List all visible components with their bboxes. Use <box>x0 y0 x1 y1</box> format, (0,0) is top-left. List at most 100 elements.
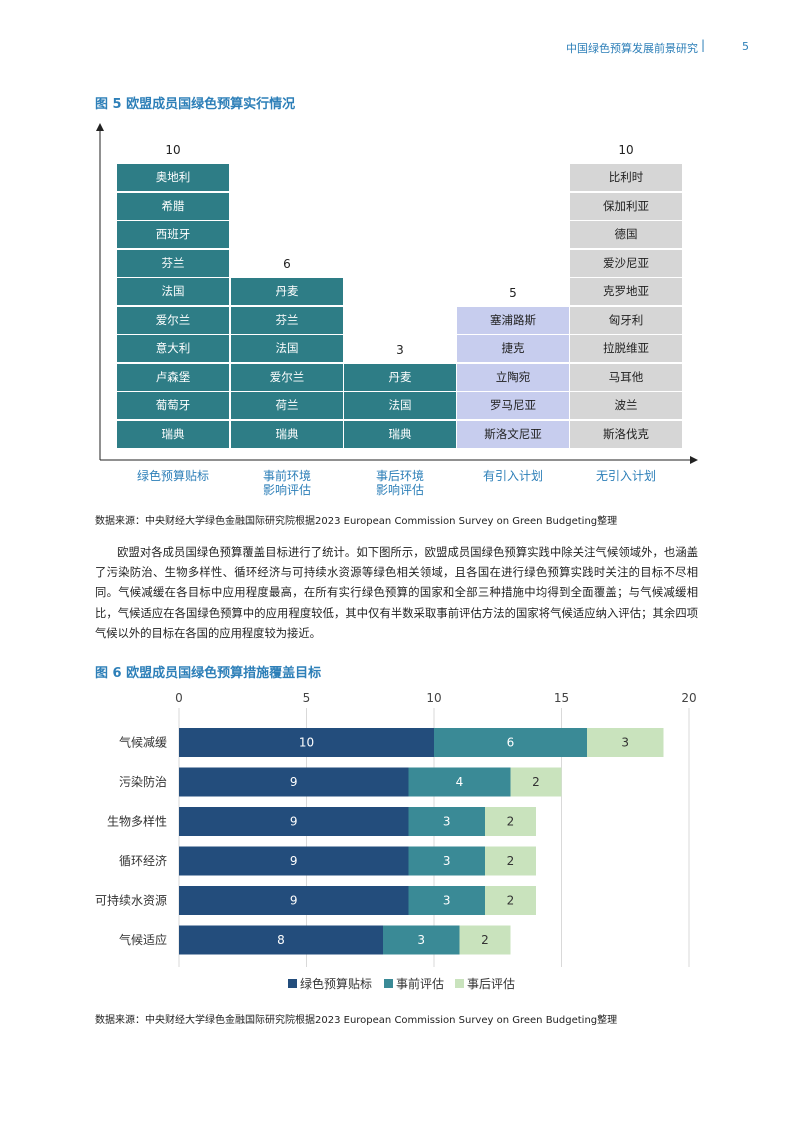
bar-segment <box>408 767 511 797</box>
figure6-chart: 0 5 10 15 20 气候减缓 10 6 3 污染防治 9 4 2 生物多样性 9 3 2 循环经济 9 3 2 可持… <box>95 691 697 967</box>
page-number: 5 <box>742 40 749 53</box>
column-label-line: 绿色预算贴标 <box>136 469 209 483</box>
column-label: 事后环境 影响评估 <box>344 469 456 497</box>
country-cell: 克罗地亚 <box>570 278 682 305</box>
body-paragraph: 欧盟对各成员国绿色预算覆盖目标进行了统计。如下图所示，欧盟成员国绿色预算实践中除… <box>95 543 698 644</box>
data-label: 2 <box>507 894 515 908</box>
legend-swatch <box>455 979 464 988</box>
legend-swatch <box>384 979 393 988</box>
bar-segment <box>434 728 587 757</box>
bar-segment <box>179 925 383 955</box>
country-cell: 德国 <box>570 221 682 248</box>
category-label: 气候减缓 <box>119 735 167 750</box>
data-label: 3 <box>443 815 451 829</box>
body-paragraph-text: 欧盟对各成员国绿色预算覆盖目标进行了统计。如下图所示，欧盟成员国绿色预算实践中除… <box>95 546 698 640</box>
figure6-title: 图 6 欧盟成员国绿色预算措施覆盖目标 <box>95 666 322 681</box>
country-cell: 葡萄牙 <box>117 392 229 419</box>
column-label-line: 有引入计划 <box>482 469 543 483</box>
country-cell: 拉脱维亚 <box>570 335 682 362</box>
bar-segment <box>179 728 434 757</box>
country-cell: 斯洛伐克 <box>570 420 682 448</box>
bar-segment <box>179 846 409 876</box>
country-cell: 罗马尼亚 <box>457 392 569 419</box>
bar-segment <box>179 807 409 836</box>
data-label: 3 <box>621 736 629 750</box>
country-cell: 马耳他 <box>570 363 682 391</box>
bar-segment <box>510 767 562 797</box>
country-cell: 瑞典 <box>344 420 456 448</box>
column-label: 无引入计划 <box>570 469 682 483</box>
country-cell: 芬兰 <box>231 306 343 334</box>
column-count: 5 <box>509 285 517 300</box>
country-cell: 丹麦 <box>344 363 456 391</box>
column-label-line: 事前环境 <box>262 469 311 483</box>
column-label-line: 事后环境 <box>375 469 424 483</box>
x-tick-label: 10 <box>426 691 441 705</box>
country-cell: 爱尔兰 <box>117 306 229 334</box>
bar-segment <box>485 846 536 876</box>
data-label: 9 <box>290 775 298 789</box>
category-label: 气候适应 <box>119 932 167 947</box>
country-cell: 卢森堡 <box>117 363 229 391</box>
category-label: 循环经济 <box>119 853 167 868</box>
column-label-line: 影响评估 <box>375 483 424 497</box>
country-cell: 法国 <box>344 392 456 419</box>
data-label: 4 <box>456 775 464 789</box>
category-label: 可持续水资源 <box>95 893 167 908</box>
column-count: 10 <box>165 143 181 157</box>
country-cell: 丹麦 <box>231 278 343 305</box>
country-cell: 奥地利 <box>117 164 229 191</box>
column-label: 有引入计划 <box>457 469 569 483</box>
running-header-separator: | <box>700 38 705 52</box>
country-cell: 爱尔兰 <box>231 363 343 391</box>
country-cell: 爱沙尼亚 <box>570 249 682 277</box>
bar-segment <box>485 886 536 915</box>
bar-segment <box>408 807 485 836</box>
country-cell: 意大利 <box>117 335 229 362</box>
country-cell: 匈牙利 <box>570 306 682 334</box>
country-cell: 塞浦路斯 <box>457 306 569 334</box>
country-cell: 波兰 <box>570 392 682 419</box>
x-tick-label: 5 <box>303 691 311 705</box>
country-cell: 比利时 <box>570 164 682 191</box>
x-tick-label: 0 <box>175 691 183 705</box>
bar-segment <box>179 886 409 915</box>
bar-segment <box>459 925 511 955</box>
data-label: 9 <box>290 894 298 908</box>
data-label: 2 <box>532 775 540 789</box>
x-tick-label: 15 <box>554 691 569 705</box>
category-label: 污染防治 <box>119 774 167 789</box>
country-cell: 保加利亚 <box>570 192 682 220</box>
column-label: 绿色预算贴标 <box>117 469 229 483</box>
country-cell: 立陶宛 <box>457 363 569 391</box>
figure6-source: 数据来源：中央财经大学绿色金融国际研究院根据2023 European Comm… <box>95 1015 618 1026</box>
legend-item: 事前评估 <box>384 975 444 992</box>
country-cell: 法国 <box>117 278 229 305</box>
bar-segment <box>179 767 409 797</box>
country-cell: 芬兰 <box>117 249 229 277</box>
country-cell: 瑞典 <box>231 420 343 448</box>
country-cell: 捷克 <box>457 335 569 362</box>
figure5-axes <box>96 123 698 464</box>
data-label: 3 <box>443 894 451 908</box>
figure5-diagram: 瑞典 葡萄牙 卢森堡 意大利 爱尔兰 法国 芬兰 西班牙 希腊 奥地利 10 绿色预算贴标 瑞典 荷兰 爱尔… <box>0 0 793 520</box>
country-cell: 瑞典 <box>117 420 229 448</box>
category-label: 生物多样性 <box>107 814 167 829</box>
legend-label: 事后评估 <box>467 977 516 991</box>
data-label: 2 <box>507 815 515 829</box>
data-label: 9 <box>290 854 298 868</box>
country-cell: 希腊 <box>117 192 229 220</box>
column-label-line: 无引入计划 <box>595 469 656 483</box>
figure5-title: 图 5 欧盟成员国绿色预算实行情况 <box>95 97 296 112</box>
legend-item: 绿色预算贴标 <box>288 975 372 992</box>
data-label: 8 <box>277 933 285 947</box>
country-cell: 斯洛文尼亚 <box>457 420 569 448</box>
bar-segment <box>485 807 536 836</box>
data-label: 3 <box>443 854 451 868</box>
legend-label: 事前评估 <box>396 977 445 991</box>
figure5-source: 数据来源：中央财经大学绿色金融国际研究院根据2023 European Comm… <box>95 516 618 527</box>
bar-segment <box>383 925 460 955</box>
data-label: 3 <box>417 933 425 947</box>
legend-item: 事后评估 <box>455 975 515 992</box>
country-cell: 荷兰 <box>231 392 343 419</box>
